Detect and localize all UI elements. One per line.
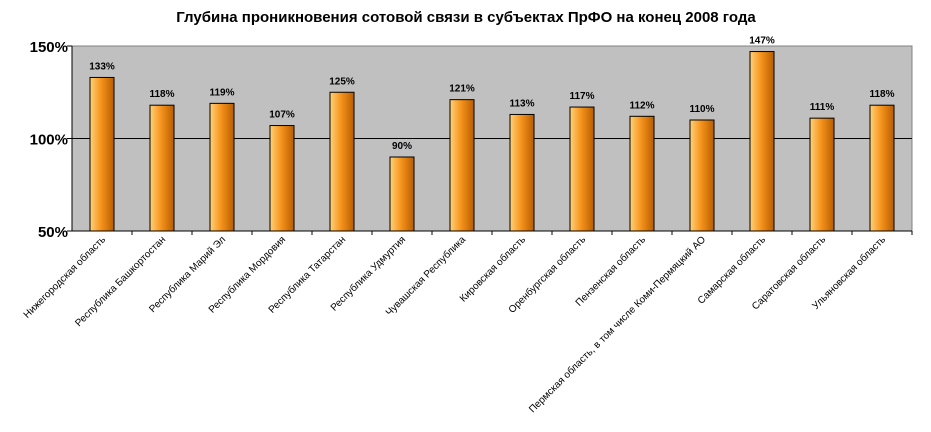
- x-tick-label: Самарская область: [695, 234, 768, 307]
- chart-title: Глубина проникновения сотовой связи в су…: [176, 9, 756, 26]
- bar: [89, 76, 115, 232]
- bar: [269, 125, 295, 232]
- data-label: 110%: [689, 104, 714, 115]
- bar: [809, 117, 835, 232]
- data-label: 133%: [89, 61, 115, 72]
- y-tick-label: 100%: [30, 132, 68, 149]
- x-tick-label: Кировская область: [457, 234, 528, 305]
- data-label: 118%: [149, 89, 174, 100]
- bar: [209, 102, 235, 232]
- bar: [449, 99, 475, 232]
- bar: [389, 156, 415, 232]
- bar: [869, 104, 895, 232]
- data-label: 107%: [269, 110, 295, 121]
- bars-layer: [89, 51, 895, 232]
- data-label: 90%: [392, 141, 412, 152]
- data-label: 125%: [329, 76, 355, 87]
- bar: [689, 119, 715, 232]
- y-axis: 50% 100% 150%: [30, 39, 73, 241]
- bar: [149, 104, 175, 232]
- bar: [629, 115, 655, 232]
- data-label: 119%: [209, 87, 234, 98]
- data-label: 113%: [509, 98, 534, 109]
- data-label: 121%: [449, 84, 475, 95]
- y-tick-label: 50%: [38, 224, 68, 241]
- data-label: 147%: [749, 36, 775, 47]
- data-label: 112%: [629, 100, 654, 111]
- bar: [749, 51, 775, 232]
- bar: [509, 113, 535, 232]
- data-label: 118%: [869, 89, 894, 100]
- data-label: 111%: [810, 102, 835, 113]
- y-tick-label: 150%: [30, 39, 68, 56]
- data-label: 117%: [569, 91, 594, 102]
- bar: [329, 91, 355, 232]
- bar: [569, 106, 595, 232]
- data-labels-layer: 133% 118% 119% 107% 125% 90% 121% 113% 117% 112% 1…: [89, 36, 894, 152]
